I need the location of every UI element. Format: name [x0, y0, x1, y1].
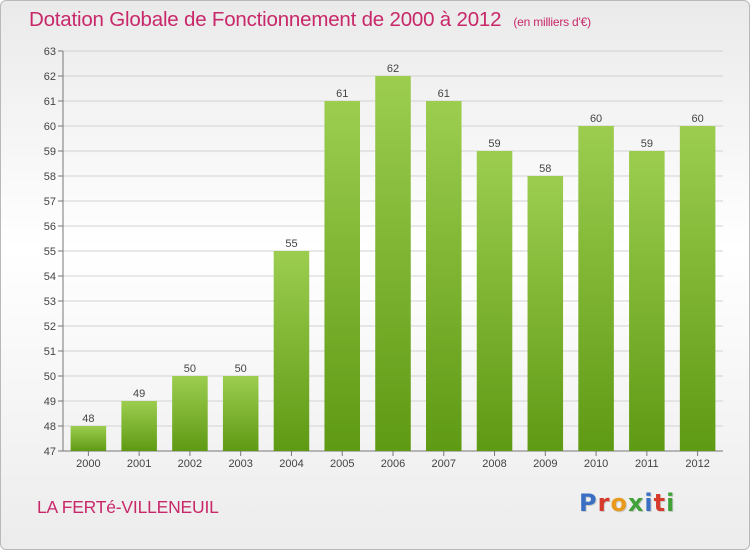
logo-letter: r [597, 489, 611, 517]
y-tick-label: 58 [44, 171, 56, 183]
y-tick-label: 52 [44, 321, 56, 333]
bar [172, 376, 208, 451]
bar [629, 151, 665, 451]
x-tick-label: 2004 [279, 458, 303, 470]
chart-title-text: Dotation Globale de Fonctionnement de 20… [29, 8, 502, 31]
x-tick-label: 2001 [127, 458, 151, 470]
data-label: 59 [641, 138, 653, 150]
y-tick-label: 48 [44, 421, 56, 433]
data-label: 50 [184, 363, 196, 375]
logo-letter: i [644, 489, 654, 517]
logo-letter: P [579, 489, 598, 517]
x-tick-label: 2006 [381, 458, 405, 470]
bar [273, 251, 310, 451]
logo-letter: i [666, 489, 676, 517]
y-tick-label: 47 [44, 446, 56, 458]
data-label: 59 [488, 138, 500, 150]
x-tick-label: 2011 [635, 458, 659, 470]
x-tick-label: 2010 [584, 458, 608, 470]
y-tick-label: 59 [44, 146, 56, 158]
data-label: 60 [691, 113, 703, 125]
data-label: 61 [438, 88, 450, 100]
y-tick-label: 49 [44, 396, 56, 408]
plot-area: 47 48 49 50 51 52 53 54 55 56 57 58 59 60 61 62 63 48 2000… [44, 46, 723, 470]
chart-subtitle: (en milliers d'€) [513, 15, 591, 29]
logo-letter: x [627, 489, 645, 517]
proxiti-logo: Proxiti [579, 489, 675, 517]
x-tick-label: 2007 [432, 458, 456, 470]
y-tick-label: 51 [44, 346, 56, 358]
bar [476, 151, 513, 451]
chart-title: Dotation Globale de Fonctionnement de 20… [29, 8, 591, 32]
data-label: 61 [336, 88, 348, 100]
y-tick-label: 57 [44, 196, 56, 208]
bar [679, 126, 716, 451]
bar [121, 401, 157, 451]
bar [324, 101, 360, 451]
data-label: 48 [82, 413, 94, 425]
commune-name: LA FERTé-VILLENEUIL [37, 497, 219, 517]
x-tick-label: 2002 [178, 458, 202, 470]
y-tick-label: 61 [44, 96, 56, 108]
x-tick-label: 2009 [533, 458, 557, 470]
y-tick-label: 55 [44, 246, 56, 258]
y-tick-label: 62 [44, 71, 56, 83]
logo-letter: t [653, 489, 667, 517]
y-tick-label: 60 [44, 121, 56, 133]
data-label: 62 [387, 63, 399, 75]
y-tick-label: 63 [44, 46, 56, 58]
x-tick-label: 2012 [685, 458, 709, 470]
x-tick-label: 2008 [482, 458, 506, 470]
y-tick-label: 50 [44, 371, 56, 383]
y-tick-label: 54 [44, 271, 56, 283]
bar [375, 76, 411, 451]
x-tick-label: 2003 [228, 458, 252, 470]
x-tick-label: 2005 [330, 458, 354, 470]
data-label: 49 [133, 388, 145, 400]
bar [527, 176, 564, 451]
x-tick-label: 2000 [76, 458, 100, 470]
data-label: 58 [539, 163, 551, 175]
bar [426, 101, 462, 451]
y-tick-label: 56 [44, 221, 56, 233]
bar [222, 376, 259, 451]
bar [70, 426, 107, 451]
logo-letter: o [610, 489, 628, 517]
bar [578, 126, 614, 451]
y-tick-label: 53 [44, 296, 56, 308]
data-label: 50 [235, 363, 247, 375]
data-label: 55 [285, 238, 297, 250]
data-label: 60 [590, 113, 602, 125]
